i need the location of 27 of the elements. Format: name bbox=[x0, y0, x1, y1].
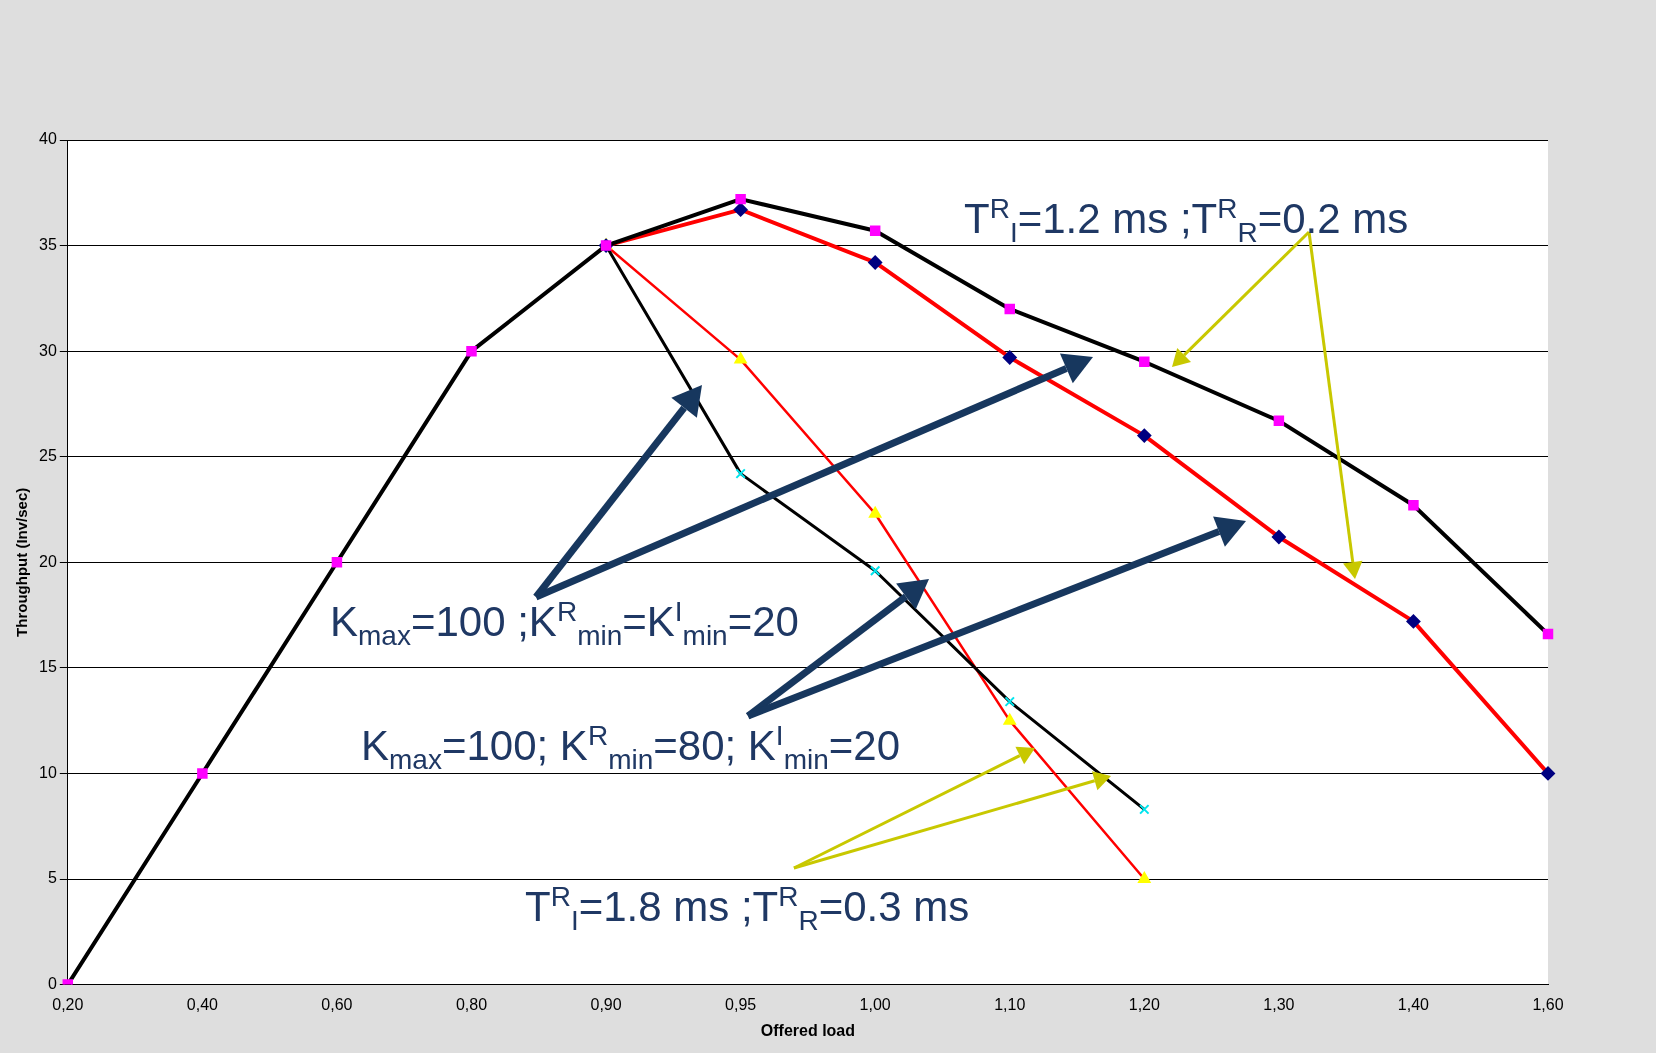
y-tick-label: 0 bbox=[47, 975, 57, 993]
y-tick-label: 40 bbox=[39, 130, 57, 148]
y-tick-label: 20 bbox=[39, 552, 57, 570]
x-tick-label: 1,40 bbox=[1397, 995, 1430, 1013]
x-tick-label: 1,60 bbox=[1532, 995, 1564, 1013]
x-tick-label: 1,10 bbox=[994, 995, 1026, 1013]
text: K$_{max}$=100 ;K$^{R}$$_{min}$=K$^{I}$$_{min}$=20 bbox=[330, 596, 799, 652]
x-tick-label: 0,90 bbox=[590, 995, 622, 1013]
y-tick-label: 5 bbox=[47, 869, 57, 887]
y-tick-label: 35 bbox=[39, 235, 57, 253]
y-tick-label: 15 bbox=[39, 658, 57, 676]
annotation: T$^{R}$$_{I}$=1.8 ms ;T$^{R}$$_{R}$=0.3 ms bbox=[525, 881, 970, 937]
text: K$_{max}$=100; K$^{R}$$_{min}$=80; K$^{I}$$_{min}$=20 bbox=[361, 720, 901, 776]
y-axis-title: Throughput (Inv/sec) bbox=[13, 487, 31, 637]
x-tick-label: 0,60 bbox=[321, 995, 353, 1013]
x-tick-label: 0,20 bbox=[52, 995, 84, 1013]
x-tick-label: 1,30 bbox=[1263, 995, 1295, 1013]
x-tick-label: 0,40 bbox=[186, 995, 219, 1013]
x-tick-label: 1,00 bbox=[859, 995, 891, 1013]
y-tick-label: 10 bbox=[39, 763, 57, 781]
x-tick-label: 0,95 bbox=[725, 995, 757, 1013]
y-tick-label: 30 bbox=[39, 341, 57, 359]
x-tick-label: 0,80 bbox=[455, 995, 488, 1013]
x-tick-label: 1,20 bbox=[1128, 995, 1160, 1013]
annotation: T$^{R}$$_{I}$=1.2 ms ;T$^{R}$$_{R}$=0.2 ms bbox=[964, 193, 1409, 249]
x-axis-title: Offered load bbox=[760, 1021, 856, 1039]
y-tick-label: 25 bbox=[39, 447, 57, 465]
